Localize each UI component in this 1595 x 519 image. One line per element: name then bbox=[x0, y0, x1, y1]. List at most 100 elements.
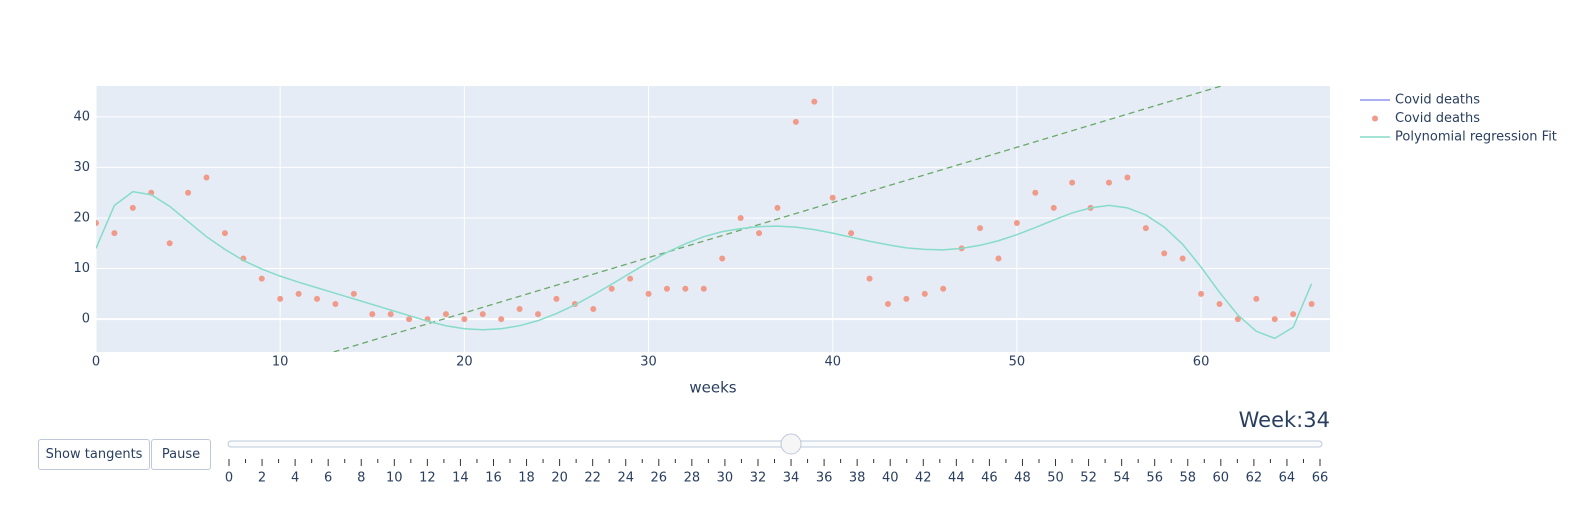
slider-step-label[interactable]: 46 bbox=[981, 471, 998, 486]
point bbox=[977, 225, 984, 232]
slider-step-label[interactable]: 32 bbox=[750, 471, 767, 486]
slider-step-label[interactable]: 16 bbox=[485, 471, 502, 486]
point bbox=[1216, 300, 1223, 307]
slider-step-label[interactable]: 52 bbox=[1080, 471, 1097, 486]
point bbox=[258, 275, 265, 282]
point bbox=[96, 220, 99, 227]
slider-step-label[interactable]: 28 bbox=[684, 471, 701, 486]
slider-track[interactable] bbox=[227, 440, 1323, 448]
slider-step-label[interactable]: 40 bbox=[882, 471, 899, 486]
point bbox=[1124, 174, 1131, 181]
point bbox=[498, 316, 505, 323]
point bbox=[903, 295, 910, 302]
point bbox=[1308, 300, 1315, 307]
legend-label: Covid deaths bbox=[1395, 93, 1480, 108]
slider-step-label[interactable]: 10 bbox=[386, 471, 403, 486]
point bbox=[866, 275, 873, 282]
point bbox=[1013, 220, 1020, 227]
point bbox=[185, 189, 192, 196]
slider-value: 34 bbox=[1303, 408, 1330, 432]
point bbox=[295, 290, 302, 297]
x-tick-label: 50 bbox=[1009, 355, 1026, 370]
slider-handle[interactable] bbox=[780, 433, 802, 455]
slider-step-label[interactable]: 30 bbox=[717, 471, 734, 486]
x-tick-label: 10 bbox=[272, 355, 289, 370]
slider-step-label[interactable]: 12 bbox=[419, 471, 436, 486]
slider-step-label[interactable]: 34 bbox=[783, 471, 800, 486]
point bbox=[314, 295, 321, 302]
slider-step-label[interactable]: 48 bbox=[1014, 471, 1031, 486]
slider-step-label[interactable]: 22 bbox=[584, 471, 601, 486]
x-tick-label: 20 bbox=[456, 355, 473, 370]
button[interactable]: Pause bbox=[151, 439, 211, 470]
slider-current-value: Week:34 bbox=[1239, 408, 1330, 432]
point bbox=[1179, 255, 1186, 262]
slider-step-label[interactable]: 36 bbox=[816, 471, 833, 486]
point bbox=[663, 285, 670, 292]
point bbox=[479, 311, 486, 318]
y-tick-label: 0 bbox=[82, 312, 90, 327]
slider-step-label[interactable]: 62 bbox=[1246, 471, 1263, 486]
slider-step-label[interactable]: 38 bbox=[849, 471, 866, 486]
slider-step-label[interactable]: 56 bbox=[1146, 471, 1163, 486]
slider-step-label[interactable]: 50 bbox=[1047, 471, 1064, 486]
point bbox=[350, 290, 357, 297]
point bbox=[1271, 316, 1278, 323]
point bbox=[332, 300, 339, 307]
point bbox=[590, 306, 597, 313]
y-tick-label: 30 bbox=[73, 160, 90, 175]
slider-step-label[interactable]: 6 bbox=[324, 471, 332, 486]
slider-step-label[interactable]: 42 bbox=[915, 471, 932, 486]
plot-area bbox=[96, 86, 1330, 352]
point bbox=[645, 290, 652, 297]
point bbox=[921, 290, 928, 297]
slider-step-label[interactable]: 8 bbox=[357, 471, 365, 486]
point bbox=[203, 174, 210, 181]
point bbox=[792, 118, 799, 125]
slider-step-label[interactable]: 24 bbox=[617, 471, 634, 486]
point bbox=[1234, 316, 1241, 323]
point bbox=[811, 98, 818, 105]
slider-step-label[interactable]: 26 bbox=[651, 471, 668, 486]
legend-symbol bbox=[1372, 115, 1378, 122]
y-tick-label: 40 bbox=[73, 109, 90, 124]
point bbox=[129, 204, 136, 211]
point bbox=[1069, 179, 1076, 186]
slider-step-label[interactable]: 66 bbox=[1312, 471, 1329, 486]
point bbox=[166, 240, 173, 247]
point bbox=[111, 230, 118, 237]
slider-step-label[interactable]: 58 bbox=[1179, 471, 1196, 486]
slider-step-label[interactable]: 44 bbox=[948, 471, 965, 486]
button[interactable]: Show tangents bbox=[38, 439, 150, 470]
slider-step-label[interactable]: 60 bbox=[1213, 471, 1230, 486]
point bbox=[1105, 179, 1112, 186]
point bbox=[553, 295, 560, 302]
point bbox=[221, 230, 228, 237]
slider-step-label[interactable]: 14 bbox=[452, 471, 469, 486]
x-axis-label: weeks bbox=[689, 379, 736, 397]
slider-prefix: Week: bbox=[1239, 408, 1304, 432]
legend-label: Covid deaths bbox=[1395, 111, 1480, 126]
point bbox=[1050, 204, 1057, 211]
point bbox=[277, 295, 284, 302]
point bbox=[1290, 311, 1297, 318]
point bbox=[682, 285, 689, 292]
point bbox=[700, 285, 707, 292]
slider-step-label[interactable]: 2 bbox=[258, 471, 266, 486]
slider-step-label[interactable]: 20 bbox=[551, 471, 568, 486]
slider-step-label[interactable]: 18 bbox=[518, 471, 535, 486]
slider-step-label[interactable]: 0 bbox=[225, 471, 233, 486]
x-tick-label: 40 bbox=[824, 355, 841, 370]
point bbox=[442, 311, 449, 318]
point bbox=[627, 275, 634, 282]
point bbox=[1253, 295, 1260, 302]
slider-step-label[interactable]: 64 bbox=[1279, 471, 1296, 486]
x-tick-label: 30 bbox=[640, 355, 657, 370]
slider-step-label[interactable]: 4 bbox=[291, 471, 299, 486]
slider-step-label[interactable]: 54 bbox=[1113, 471, 1130, 486]
point bbox=[608, 285, 615, 292]
point bbox=[940, 285, 947, 292]
y-tick-label: 20 bbox=[73, 210, 90, 225]
